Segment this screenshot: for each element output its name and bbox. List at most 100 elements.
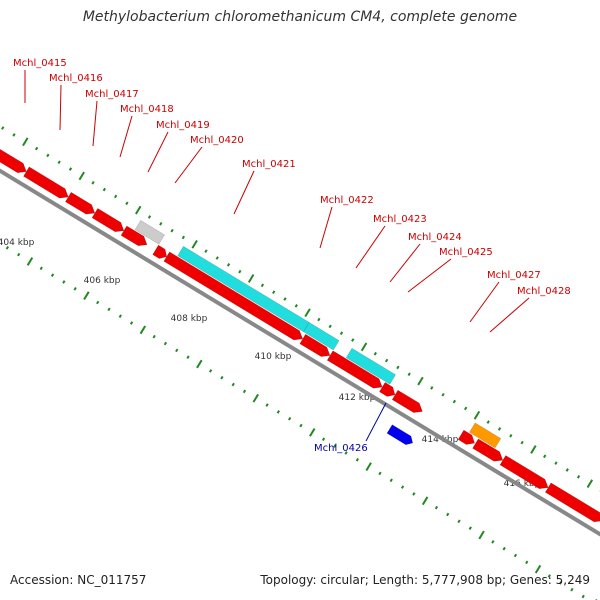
gene-label: Mchl_0425 <box>439 247 493 258</box>
kbp-label: 408 kbp <box>171 314 208 324</box>
accession-text: Accession: NC_011757 <box>10 573 147 587</box>
tick-mark <box>434 505 439 510</box>
tick-mark <box>260 283 265 288</box>
gene-label: Mchl_0427 <box>487 270 541 281</box>
tick-mark <box>204 249 208 253</box>
leader-line <box>365 402 387 442</box>
tick-mark <box>365 462 372 471</box>
tick-mark <box>226 263 231 267</box>
gene-track <box>0 148 600 526</box>
tick-mark <box>543 454 547 459</box>
tick-mark <box>152 334 156 339</box>
tick-mark <box>272 290 276 294</box>
gene-feature <box>469 422 502 449</box>
gene-feature <box>303 322 340 351</box>
tick-mark <box>344 451 348 455</box>
tick-mark <box>396 365 400 370</box>
leader-line <box>319 206 333 249</box>
gene-feature <box>379 382 396 397</box>
tick-mark <box>317 317 321 322</box>
tick-mark <box>102 187 106 192</box>
kbp-labels: 404 kbp 406 kbp 408 kbp 410 kbp 412 kbp 414 k… <box>0 238 541 489</box>
tick-mark <box>163 341 168 346</box>
tick-mark <box>238 269 242 274</box>
tick-mark <box>486 420 490 424</box>
tick-mark <box>351 338 355 342</box>
tick-mark <box>252 393 259 403</box>
tick-mark <box>114 194 118 199</box>
tick-mark <box>464 406 468 411</box>
gene-feature <box>134 220 165 245</box>
tick-mark <box>288 416 292 421</box>
tick-mark <box>441 392 445 397</box>
genome-stats: Topology: circular; Length: 5,777,908 bp… <box>260 573 590 587</box>
gene-feature <box>386 424 414 445</box>
tick-mark <box>430 386 434 390</box>
gene-feature <box>0 148 27 173</box>
gene-label: Mchl_0424 <box>408 232 462 243</box>
tick-mark <box>46 153 50 158</box>
tick-mark <box>328 324 332 329</box>
tick-mark <box>389 478 393 483</box>
tick-mark <box>215 256 219 260</box>
tick-mark <box>525 560 529 565</box>
gene-label: Mchl_0417 <box>85 89 139 100</box>
tick-mark <box>321 437 326 442</box>
tick-mark <box>50 273 55 277</box>
tick-mark <box>355 457 360 462</box>
tick-mark <box>181 235 186 240</box>
tick-mark <box>491 540 495 544</box>
tick-mark <box>170 228 174 233</box>
gene-feature <box>152 244 167 259</box>
tick-mark <box>1 126 5 130</box>
tick-mark <box>299 423 303 428</box>
tick-mark <box>497 427 502 431</box>
tick-mark <box>220 375 224 380</box>
leader-line <box>147 131 169 173</box>
tick-mark <box>309 428 316 437</box>
tick-mark <box>360 342 368 352</box>
leader-line <box>469 281 500 323</box>
tick-mark <box>452 399 456 404</box>
tick-mark <box>576 475 581 479</box>
tick-mark <box>34 146 39 151</box>
tick-mark <box>159 222 163 226</box>
tick-mark <box>125 201 129 206</box>
backbone-line <box>0 168 600 537</box>
tick-mark <box>276 410 280 414</box>
tick-marks <box>1 126 600 600</box>
leader-line <box>174 146 203 184</box>
tick-mark <box>468 526 472 530</box>
tick-mark <box>231 382 235 387</box>
tick-mark <box>96 300 100 305</box>
gene-feature <box>65 191 96 215</box>
gene-label: Mchl_0426 <box>314 443 368 454</box>
gene-label: Mchl_0428 <box>517 286 571 297</box>
kbp-label: 416 kbp <box>504 479 541 489</box>
tick-mark <box>378 471 382 476</box>
tick-mark <box>412 492 416 496</box>
gene-feature <box>499 455 549 489</box>
gene-feature <box>163 251 304 341</box>
tick-mark <box>22 137 29 147</box>
tick-mark <box>513 553 518 558</box>
gene-labels: Mchl_0415 Mchl_0416 Mchl_0417 Mchl_0418 Mchl… <box>13 58 571 454</box>
tick-mark <box>333 444 337 448</box>
leader-line <box>233 170 255 215</box>
tick-mark <box>304 308 311 318</box>
tick-mark <box>294 304 298 308</box>
leader-line <box>489 297 530 333</box>
tick-mark <box>73 287 77 291</box>
gene-feature <box>391 389 423 413</box>
tick-mark <box>62 280 66 284</box>
tick-mark <box>373 351 377 356</box>
gene-label: Mchl_0423 <box>373 214 427 225</box>
tick-mark <box>283 297 287 301</box>
tick-mark <box>208 369 213 373</box>
tick-mark <box>520 440 524 445</box>
gene-feature <box>120 225 148 246</box>
tick-mark <box>78 171 85 181</box>
tick-mark <box>473 410 481 420</box>
tick-mark <box>139 325 147 335</box>
